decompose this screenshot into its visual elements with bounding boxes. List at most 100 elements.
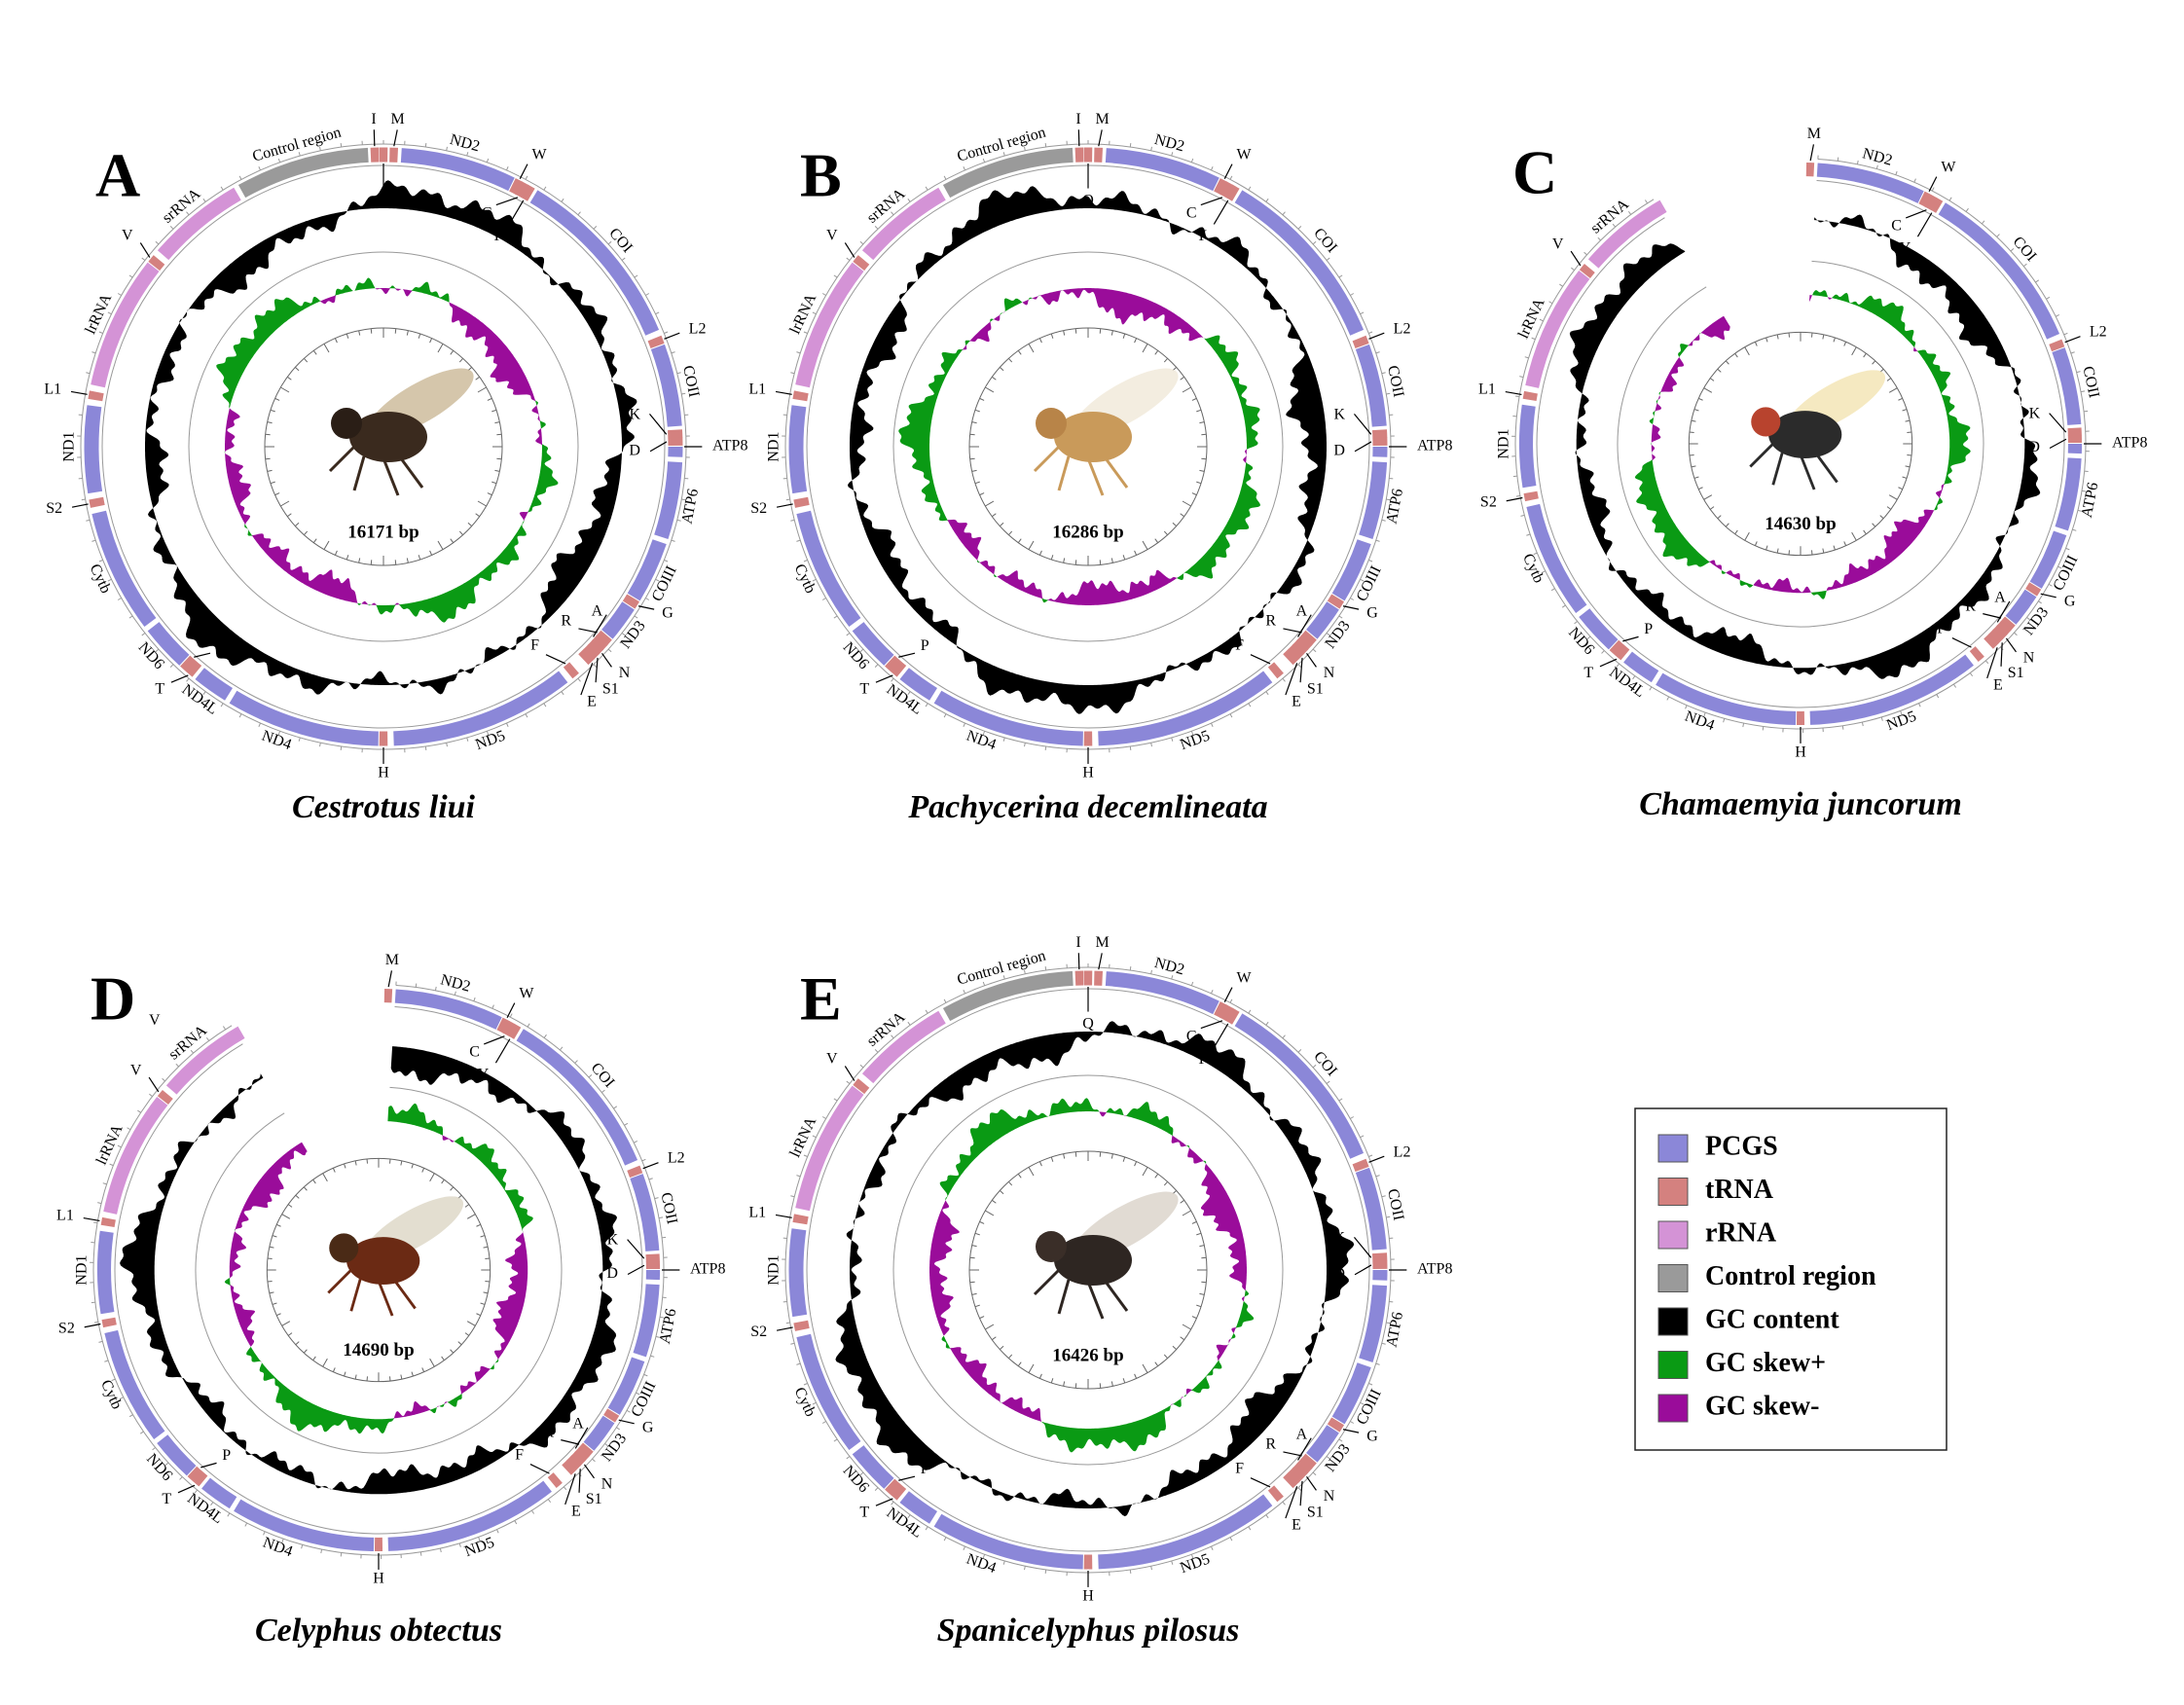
outer-tick — [2010, 247, 2015, 252]
legend-swatch — [1657, 1394, 1689, 1423]
leader-line — [1297, 1437, 1312, 1461]
outer-tick — [1965, 207, 1969, 212]
scale-tick — [1734, 529, 1738, 535]
scale-tick — [496, 433, 502, 436]
skew-separator — [892, 251, 1284, 642]
outer-tick — [846, 1456, 851, 1460]
rrna-block — [861, 1010, 946, 1084]
scale-tick — [1201, 1281, 1207, 1284]
outer-tick — [473, 997, 476, 1001]
outer-tick — [340, 745, 343, 751]
scale-tick — [312, 538, 317, 543]
gene-label: H — [1082, 1588, 1094, 1605]
outer-tick — [943, 998, 947, 1003]
panel-letter: D — [91, 964, 135, 1034]
trna-block — [853, 1078, 870, 1095]
gene-label: P — [921, 637, 929, 654]
skew-separator — [892, 1074, 1284, 1466]
scale-tick — [1725, 523, 1729, 527]
scale-tick — [1693, 409, 1699, 412]
gene-label: ATP6 — [2079, 481, 2102, 519]
trna-block — [1579, 263, 1595, 278]
gene-label: V — [149, 1012, 161, 1029]
outer-tick — [1583, 251, 1587, 256]
scale-tick — [441, 1179, 445, 1184]
trna-block — [148, 255, 165, 272]
gene-label: H — [373, 1571, 384, 1587]
outer-tick — [1265, 691, 1269, 696]
scale-tick — [475, 376, 480, 381]
rrna-block — [165, 1026, 245, 1095]
outer-tick — [2048, 583, 2053, 587]
leader-line — [506, 1002, 516, 1018]
scale-tick — [450, 1186, 455, 1191]
outer-tick — [506, 166, 509, 171]
outer-tick — [1190, 981, 1194, 986]
outer-tick — [664, 560, 669, 562]
outer-tick — [1297, 226, 1302, 230]
scale-tick — [269, 1246, 274, 1249]
scale-tick — [1154, 1361, 1159, 1366]
pcg-block — [394, 989, 502, 1030]
leader-line — [775, 1214, 792, 1218]
outer-tick — [891, 677, 894, 682]
pcg-block — [104, 1329, 165, 1439]
scale-tick — [971, 1245, 977, 1248]
scale-tick — [281, 1214, 291, 1219]
outer-tick — [1190, 1554, 1194, 1559]
outer-tick — [527, 1023, 530, 1028]
trna-block — [187, 1466, 202, 1482]
outer-tick — [1900, 710, 1903, 715]
gene-label: S1 — [2008, 665, 2024, 681]
gene-label: W — [1237, 969, 1253, 986]
outer-tick — [626, 1409, 631, 1413]
trna-block — [1522, 390, 1538, 402]
leader-line — [561, 1439, 580, 1445]
outer-tick — [86, 372, 91, 375]
species-name: Spanicelyphus pilosus — [937, 1613, 1240, 1649]
genome-size: 16171 bp — [347, 522, 419, 542]
outer-tick — [107, 311, 112, 315]
leader-line — [898, 652, 916, 658]
scale-tick — [1163, 1181, 1169, 1186]
leader-line — [1283, 628, 1302, 634]
outer-tick — [645, 598, 650, 600]
gene-label: K — [607, 1231, 619, 1248]
gene-label: ND1 — [1496, 428, 1512, 458]
trna-block — [193, 1470, 208, 1487]
outer-tick — [164, 1462, 169, 1467]
outer-tick — [963, 990, 965, 995]
gene-label: M — [1807, 126, 1821, 142]
scale-tick — [1905, 465, 1911, 468]
pcg-block — [529, 190, 660, 336]
outer-tick — [1024, 969, 1026, 974]
scale-tick — [269, 1291, 274, 1294]
outer-tick — [1612, 223, 1617, 228]
pcg-block — [601, 601, 635, 639]
outer-tick — [676, 519, 681, 522]
pcg-block — [899, 668, 938, 701]
leader-line — [1283, 1451, 1302, 1457]
inner-circle — [114, 1006, 643, 1535]
scale-tick — [370, 328, 373, 334]
scale-tick — [323, 540, 330, 550]
insect-head — [331, 408, 362, 439]
gene-label: Q — [1082, 193, 1094, 209]
pcg-block — [393, 671, 568, 746]
scale-tick — [358, 330, 361, 336]
outer-tick — [634, 615, 638, 619]
trna-block — [157, 1089, 173, 1105]
scale-tick — [476, 1223, 481, 1227]
scale-tick — [411, 1163, 414, 1169]
outer-tick — [846, 257, 851, 261]
rrna-block — [795, 1085, 864, 1212]
outer-tick — [982, 158, 986, 163]
scale-tick — [480, 1302, 486, 1305]
pcg-block — [147, 622, 190, 666]
leader-line — [1354, 1237, 1372, 1258]
scale-tick — [1863, 352, 1867, 358]
outer-tick — [1326, 1456, 1330, 1460]
outer-tick — [258, 722, 261, 727]
outer-tick — [907, 1514, 911, 1519]
outer-tick — [1150, 743, 1152, 747]
